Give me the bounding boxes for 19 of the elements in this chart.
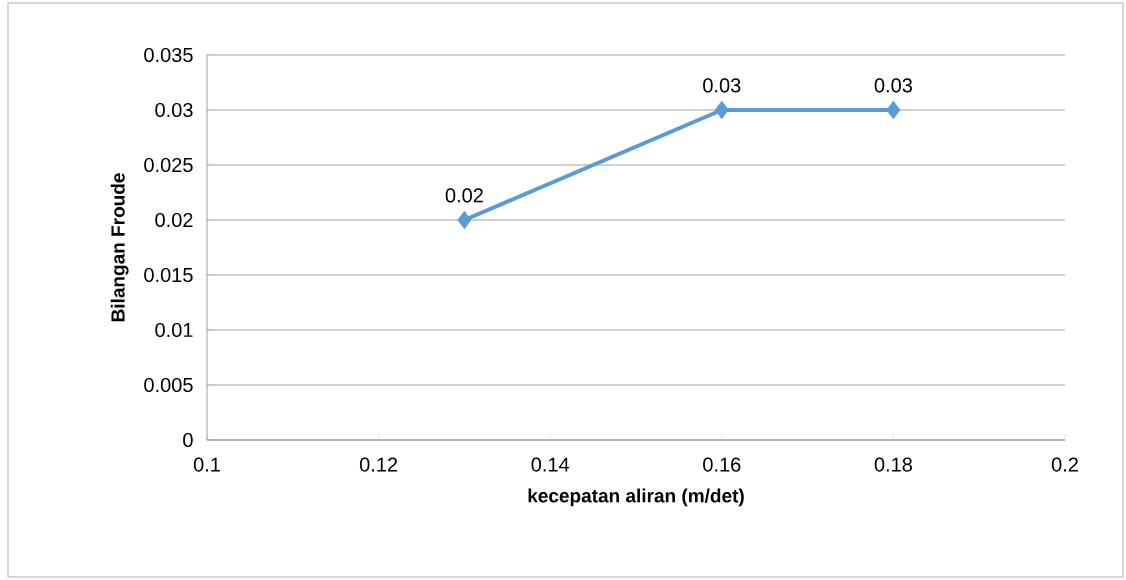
x-tick-label: 0.14 (531, 457, 570, 472)
y-tick-label: 0.02 (155, 212, 193, 228)
x-axis-title: kecepatan aliran (m/det) (528, 488, 744, 507)
x-tick-label: 0.12 (359, 457, 398, 472)
y-tick-label: 0.01 (155, 322, 193, 338)
y-tick-label: 0.03 (155, 102, 193, 118)
y-tick-label: 0.015 (144, 267, 193, 283)
data-label: 0.02 (445, 188, 483, 203)
y-tick-label: 0 (183, 432, 193, 448)
x-tick-label: 0.2 (1051, 457, 1078, 472)
data-label: 0.03 (874, 78, 912, 93)
x-tick-label: 0.18 (874, 457, 912, 472)
y-tick-label: 0.025 (144, 157, 193, 173)
data-label: 0.03 (703, 78, 741, 93)
x-tick-label: 0.1 (193, 457, 220, 472)
y-axis-title: Bilangan Froude (110, 173, 129, 322)
y-tick-label: 0.035 (144, 47, 193, 63)
y-tick-label: 0.005 (144, 377, 193, 393)
x-tick-label: 0.16 (703, 457, 741, 472)
